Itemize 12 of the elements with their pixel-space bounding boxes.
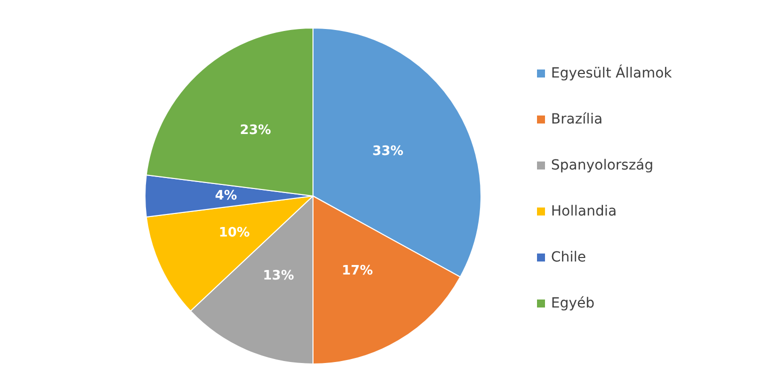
data-label: 17%: [342, 263, 373, 278]
data-label: 10%: [218, 226, 250, 241]
legend-label: Spanyolország: [551, 158, 654, 174]
data-label: 33%: [372, 144, 404, 160]
legend-label: Hollandia: [551, 204, 617, 220]
legend-label: Egyéb: [551, 296, 595, 312]
legend-label: Chile: [551, 250, 586, 266]
data-label: 4%: [214, 188, 238, 204]
legend-label: Brazília: [551, 112, 603, 128]
data-label: 23%: [240, 123, 272, 138]
data-label: 13%: [262, 268, 294, 284]
legend-label: Egyesült Államok: [551, 64, 673, 82]
